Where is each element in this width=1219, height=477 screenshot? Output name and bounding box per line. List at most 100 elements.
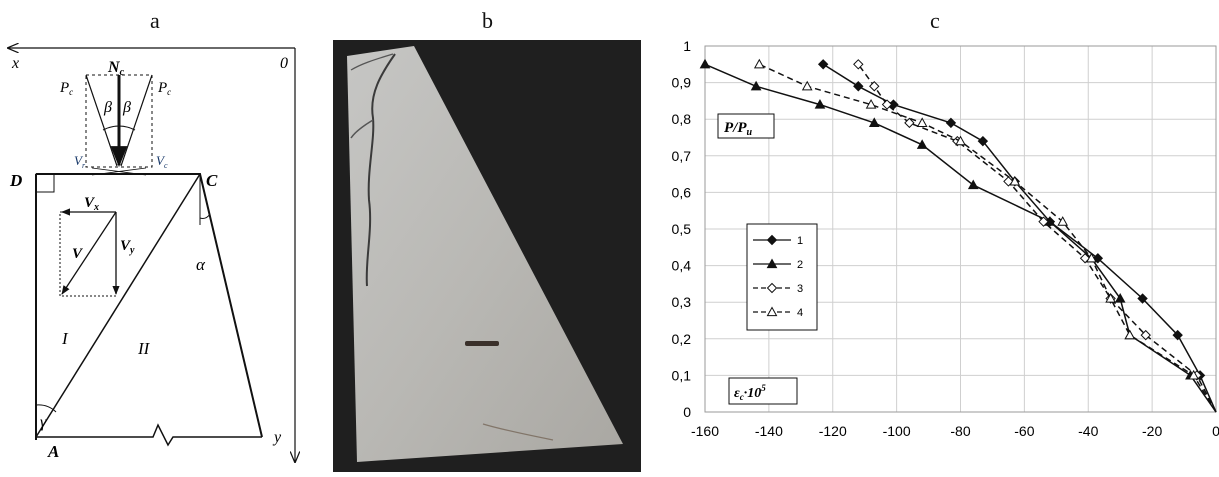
- diagonal-ac: [35, 173, 201, 438]
- gamma-label: γ: [40, 414, 47, 431]
- series-line: [704, 63, 1217, 413]
- series-line: [857, 63, 1217, 413]
- xlabel-box: [728, 377, 798, 405]
- data-point: [955, 135, 966, 146]
- data-point: [766, 282, 778, 294]
- y-tick-label: 1: [683, 38, 691, 54]
- legend-label: 4: [797, 307, 803, 319]
- series-4: [753, 58, 1217, 413]
- data-point: [750, 80, 762, 91]
- data-point: [1124, 329, 1136, 340]
- y-tick-label: 0,7: [672, 148, 692, 164]
- data-point: [904, 117, 915, 129]
- vx-label: Vx: [84, 195, 99, 213]
- beta-left-label: β: [103, 99, 112, 116]
- x-tick-label: -100: [883, 423, 911, 439]
- x-tick-label: -80: [950, 423, 970, 439]
- y-tick-label: 0,3: [672, 294, 692, 310]
- block-bottom: [36, 423, 262, 447]
- specimen-photo: [333, 40, 641, 472]
- data-point: [1105, 293, 1116, 303]
- v-left-label: Vr: [74, 153, 86, 170]
- data-point: [1038, 216, 1049, 227]
- y-tick-label: 0: [683, 404, 691, 420]
- force-diagram: x 0 y Nc Pc Pc β β Vr Vc D C A Vx Vy V α…: [0, 0, 330, 477]
- x-tick-label: -140: [755, 423, 783, 439]
- block-outline: [36, 173, 263, 438]
- data-point: [817, 59, 829, 70]
- data-point: [1114, 293, 1126, 303]
- xlabel-text: εc·105: [734, 383, 766, 402]
- x-tick-label: -40: [1078, 423, 1098, 439]
- x-tick-label: -120: [819, 423, 847, 439]
- gamma-arc: [35, 404, 57, 413]
- alpha-label: α: [196, 255, 206, 274]
- legend-label: 2: [797, 259, 803, 271]
- data-point: [699, 58, 711, 69]
- data-point: [1057, 216, 1069, 226]
- data-point: [814, 99, 826, 109]
- data-point: [1009, 175, 1021, 186]
- v-label: V: [72, 246, 84, 262]
- embedded-gauge: [465, 341, 499, 346]
- label-c: C: [206, 171, 218, 190]
- p-right-label: Pc: [157, 80, 171, 97]
- x-tick-label: -60: [1014, 423, 1034, 439]
- surface-stain: [482, 423, 554, 441]
- data-point: [977, 135, 989, 147]
- series-1: [817, 59, 1217, 413]
- alpha-arc: [199, 213, 211, 219]
- n-label: Nc: [107, 59, 125, 78]
- label-d: D: [9, 171, 22, 190]
- origin-label: 0: [280, 55, 288, 72]
- p-left-arrow: [85, 74, 118, 167]
- chart-ticks: -160 -140 -120 -100 -80 -60 -40 -20 0 0 0,1 0,2 0,3 0…: [672, 38, 1219, 439]
- strain-chart: -160 -140 -120 -100 -80 -60 -40 -20 0 0 0,1 0,2 0,3 0…: [672, 38, 1219, 439]
- y-tick-label: 0,9: [672, 75, 692, 91]
- data-point: [865, 99, 877, 109]
- y-tick-label: 0,8: [672, 111, 692, 127]
- chart-series: [699, 58, 1217, 413]
- legend-label: 3: [797, 283, 803, 295]
- crack-branch: [350, 119, 374, 139]
- data-point: [853, 81, 864, 92]
- y-tick-label: 0,1: [672, 367, 692, 383]
- vy-label: Vy: [120, 238, 135, 256]
- data-point: [1086, 252, 1097, 263]
- data-point: [868, 117, 880, 127]
- data-point: [766, 306, 778, 317]
- data-point: [766, 234, 778, 246]
- series-line: [758, 63, 1217, 413]
- x-tick-label: -20: [1142, 423, 1162, 439]
- data-point: [945, 117, 957, 129]
- beta-right-label: β: [122, 99, 131, 116]
- data-point: [753, 58, 765, 69]
- data-point: [766, 258, 778, 269]
- crack-top: [350, 53, 394, 71]
- y-axis-label: y: [272, 429, 282, 446]
- data-point: [1137, 293, 1148, 304]
- y-tick-label: 0,2: [672, 331, 692, 347]
- legend-label: 1: [797, 235, 803, 247]
- y-tick-label: 0,5: [672, 221, 692, 237]
- v-arrow: [61, 211, 117, 295]
- data-point: [1188, 369, 1199, 380]
- data-point: [1172, 329, 1183, 341]
- right-angle-mark: [35, 173, 55, 193]
- y-tick-label: 0,6: [672, 184, 692, 200]
- crack-main: [365, 53, 396, 287]
- label-a: A: [47, 442, 59, 461]
- chart-legend: 1 2 3 4: [746, 223, 818, 331]
- p-right-arrow: [120, 74, 153, 167]
- series-line: [822, 63, 1217, 413]
- data-point: [801, 80, 813, 91]
- data-point: [916, 117, 928, 127]
- p-left-label: Pc: [59, 80, 73, 97]
- specimen-image: [347, 46, 623, 462]
- plot-frame: [704, 45, 1217, 413]
- ylabel-text: P/Pu: [724, 120, 753, 138]
- x-axis-label: x: [11, 55, 19, 72]
- region-i-label: I: [61, 329, 69, 348]
- panel-label-a: a: [150, 8, 160, 33]
- x-tick-label: -160: [691, 423, 719, 439]
